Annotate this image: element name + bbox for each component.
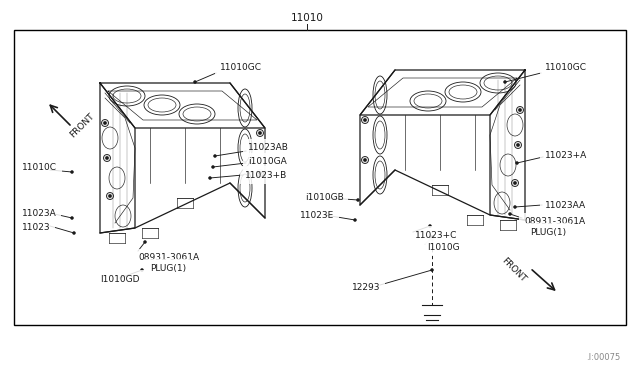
Circle shape: [513, 205, 516, 208]
Text: 11010: 11010: [291, 13, 323, 23]
Text: 11023E: 11023E: [300, 211, 334, 219]
Circle shape: [429, 235, 435, 241]
Circle shape: [193, 80, 196, 83]
Circle shape: [431, 237, 433, 240]
Text: 11023+A: 11023+A: [545, 151, 588, 160]
Circle shape: [106, 157, 109, 160]
Text: 11023AB: 11023AB: [248, 144, 289, 153]
Circle shape: [70, 170, 74, 173]
Circle shape: [211, 166, 214, 169]
Text: i1010GB: i1010GB: [305, 193, 344, 202]
Circle shape: [364, 158, 367, 161]
Text: 11010GC: 11010GC: [220, 64, 262, 73]
Circle shape: [516, 106, 524, 113]
Circle shape: [143, 241, 147, 244]
Circle shape: [259, 131, 262, 135]
Text: PLUG(1): PLUG(1): [530, 228, 566, 237]
Text: 11023+C: 11023+C: [415, 231, 458, 240]
Circle shape: [72, 231, 76, 234]
Circle shape: [513, 182, 516, 185]
Circle shape: [106, 192, 113, 199]
Circle shape: [356, 199, 360, 202]
Circle shape: [511, 180, 518, 186]
Circle shape: [504, 80, 506, 83]
Circle shape: [70, 217, 74, 219]
Text: I1010GD: I1010GD: [100, 275, 140, 283]
Circle shape: [104, 122, 106, 125]
Text: 11010GC: 11010GC: [545, 64, 587, 73]
Circle shape: [104, 154, 111, 161]
Text: 11010C: 11010C: [22, 164, 57, 173]
Text: 11023A: 11023A: [22, 208, 57, 218]
Text: 11023: 11023: [22, 224, 51, 232]
Circle shape: [214, 154, 216, 157]
Circle shape: [109, 195, 111, 198]
Circle shape: [353, 218, 356, 221]
Circle shape: [141, 269, 143, 272]
Text: FRONT: FRONT: [500, 256, 528, 284]
Text: i1010GA: i1010GA: [248, 157, 287, 167]
Circle shape: [509, 212, 511, 215]
Circle shape: [362, 116, 369, 124]
Circle shape: [362, 157, 369, 164]
Text: PLUG(1): PLUG(1): [150, 263, 186, 273]
Text: 12293: 12293: [352, 282, 381, 292]
Text: .I:00075: .I:00075: [586, 353, 620, 362]
Circle shape: [515, 161, 518, 164]
Circle shape: [257, 170, 264, 176]
Text: FRONT: FRONT: [68, 111, 96, 139]
Text: 08931-3061A: 08931-3061A: [138, 253, 199, 263]
Text: I1010G: I1010G: [427, 243, 460, 251]
Bar: [14, 30, 626, 325]
Circle shape: [209, 176, 211, 180]
Circle shape: [516, 144, 520, 147]
Circle shape: [515, 141, 522, 148]
Circle shape: [518, 109, 522, 112]
Circle shape: [431, 269, 433, 272]
Circle shape: [102, 119, 109, 126]
Circle shape: [259, 171, 262, 174]
Text: 08931-3061A: 08931-3061A: [524, 218, 585, 227]
Circle shape: [364, 119, 367, 122]
Circle shape: [429, 224, 431, 228]
Circle shape: [257, 129, 264, 137]
Text: 11023AA: 11023AA: [545, 201, 586, 209]
Text: 11023+B: 11023+B: [245, 170, 287, 180]
